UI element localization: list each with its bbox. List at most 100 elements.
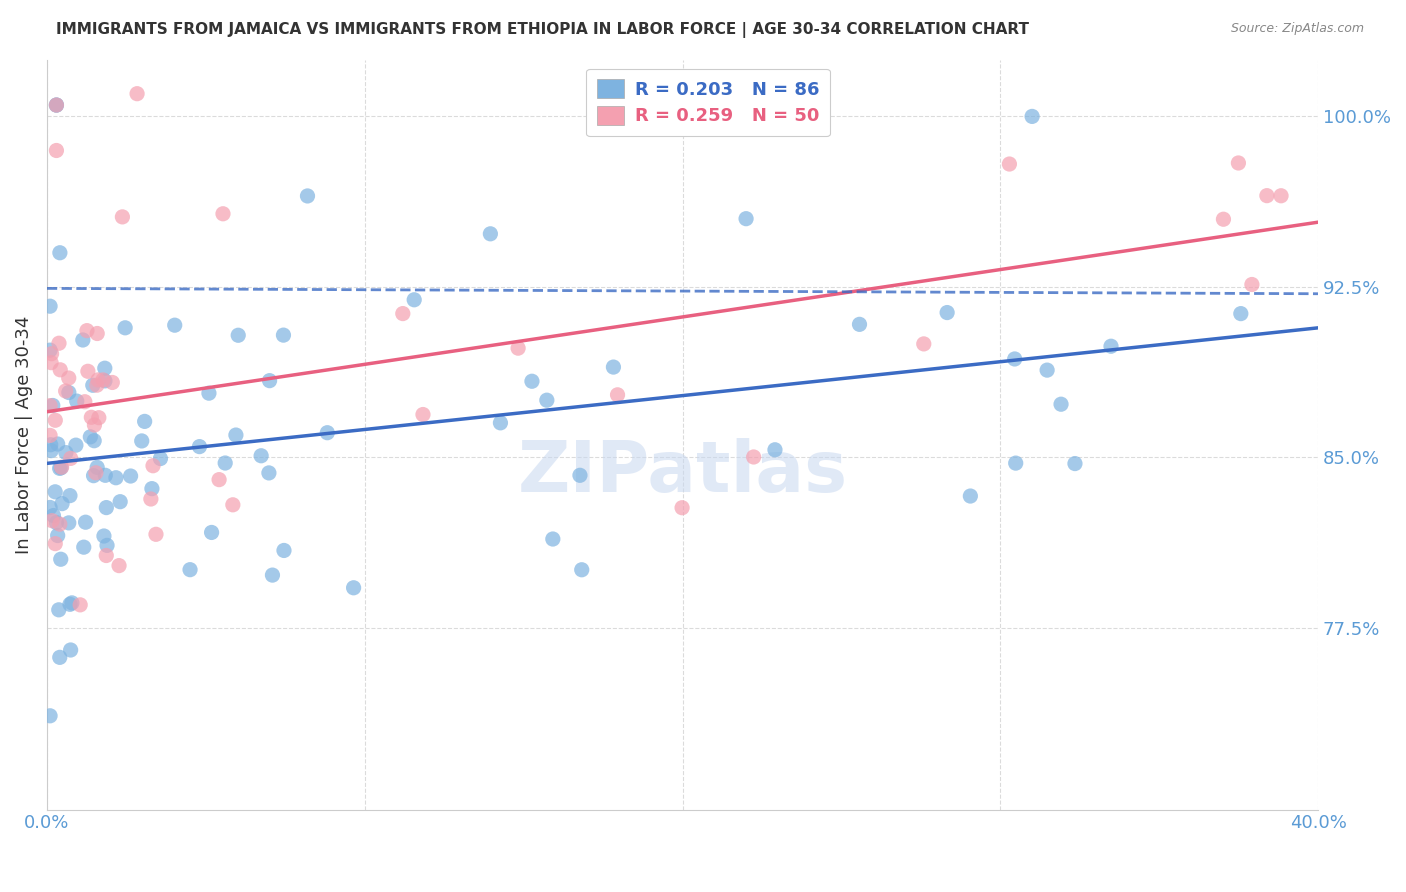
Immigrants from Jamaica — [163, 318, 186, 333]
Immigrants from Jamaica — [39, 443, 62, 458]
Immigrants from Jamaica — [48, 461, 70, 475]
Immigrants from Jamaica — [342, 581, 364, 595]
Immigrants from Jamaica — [273, 328, 295, 343]
Immigrants from Jamaica — [58, 516, 80, 530]
Immigrants from Ethiopia — [77, 364, 100, 378]
Point — [45, 144, 67, 158]
Immigrants from Ethiopia — [39, 399, 62, 413]
Immigrants from Jamaica — [86, 460, 108, 475]
Immigrants from Jamaica — [104, 471, 127, 485]
Point — [1021, 110, 1043, 124]
Immigrants from Jamaica — [49, 650, 72, 665]
Immigrants from Jamaica — [1004, 456, 1026, 470]
Point — [297, 189, 319, 203]
Immigrants from Jamaica — [568, 468, 591, 483]
Immigrants from Ethiopia — [96, 549, 118, 563]
Immigrants from Jamaica — [39, 343, 62, 358]
Immigrants from Ethiopia — [49, 517, 72, 532]
Immigrants from Jamaica — [131, 434, 153, 448]
Immigrants from Jamaica — [200, 525, 222, 540]
Immigrants from Jamaica — [79, 430, 101, 444]
Immigrants from Ethiopia — [41, 347, 63, 361]
Immigrants from Ethiopia — [48, 336, 70, 351]
Immigrants from Ethiopia — [125, 87, 148, 101]
Immigrants from Ethiopia — [412, 408, 434, 422]
Immigrants from Jamaica — [46, 528, 69, 542]
Immigrants from Ethiopia — [108, 558, 131, 573]
Immigrants from Ethiopia — [1240, 277, 1263, 292]
Immigrants from Jamaica — [39, 708, 62, 723]
Immigrants from Ethiopia — [39, 428, 62, 442]
Immigrants from Jamaica — [39, 438, 62, 452]
Immigrants from Ethiopia — [51, 460, 73, 475]
Immigrants from Jamaica — [848, 318, 870, 332]
Immigrants from Jamaica — [257, 466, 280, 480]
Immigrants from Ethiopia — [1227, 156, 1250, 170]
Immigrants from Jamaica — [250, 449, 273, 463]
Immigrants from Jamaica — [120, 469, 142, 483]
Immigrants from Jamaica — [259, 374, 281, 388]
Point — [735, 211, 758, 226]
Immigrants from Ethiopia — [84, 466, 107, 480]
Immigrants from Jamaica — [59, 597, 82, 611]
Immigrants from Jamaica — [39, 500, 62, 515]
Immigrants from Jamaica — [1099, 339, 1122, 353]
Immigrants from Jamaica — [141, 482, 163, 496]
Immigrants from Jamaica — [536, 393, 558, 408]
Immigrants from Jamaica — [83, 434, 105, 448]
Immigrants from Ethiopia — [73, 394, 96, 409]
Immigrants from Jamaica — [59, 489, 82, 503]
Immigrants from Ethiopia — [87, 373, 110, 387]
Immigrants from Jamaica — [58, 385, 80, 400]
Immigrants from Ethiopia — [83, 417, 105, 432]
Immigrants from Jamaica — [1230, 307, 1253, 321]
Immigrants from Jamaica — [479, 227, 502, 241]
Immigrants from Ethiopia — [1256, 188, 1278, 202]
Immigrants from Ethiopia — [59, 451, 82, 466]
Immigrants from Jamaica — [66, 394, 89, 409]
Immigrants from Jamaica — [42, 399, 65, 413]
Immigrants from Jamaica — [936, 305, 959, 319]
Immigrants from Jamaica — [75, 515, 97, 529]
Immigrants from Jamaica — [114, 320, 136, 334]
Immigrants from Ethiopia — [87, 410, 110, 425]
Immigrants from Ethiopia — [506, 341, 529, 355]
Point — [45, 98, 67, 112]
Immigrants from Jamaica — [48, 603, 70, 617]
Immigrants from Jamaica — [959, 489, 981, 503]
Immigrants from Jamaica — [134, 414, 156, 428]
Immigrants from Jamaica — [214, 456, 236, 470]
Immigrants from Ethiopia — [998, 157, 1021, 171]
Immigrants from Jamaica — [198, 386, 221, 401]
Immigrants from Jamaica — [541, 532, 564, 546]
Immigrants from Ethiopia — [58, 371, 80, 385]
Immigrants from Jamaica — [51, 497, 73, 511]
Immigrants from Jamaica — [226, 328, 249, 343]
Immigrants from Ethiopia — [80, 410, 103, 425]
Immigrants from Jamaica — [39, 299, 62, 313]
Immigrants from Ethiopia — [212, 207, 235, 221]
Immigrants from Jamaica — [59, 643, 82, 657]
Immigrants from Jamaica — [49, 245, 72, 260]
Text: Source: ZipAtlas.com: Source: ZipAtlas.com — [1230, 22, 1364, 36]
Immigrants from Jamaica — [96, 538, 118, 552]
Immigrants from Ethiopia — [86, 326, 108, 341]
Immigrants from Ethiopia — [606, 388, 628, 402]
Immigrants from Jamaica — [1036, 363, 1059, 377]
Immigrants from Jamaica — [93, 529, 115, 543]
Immigrants from Jamaica — [94, 374, 117, 388]
Immigrants from Jamaica — [262, 568, 284, 582]
Immigrants from Jamaica — [1050, 397, 1073, 411]
Immigrants from Ethiopia — [44, 536, 66, 550]
Immigrants from Jamaica — [49, 552, 72, 566]
Immigrants from Jamaica — [55, 445, 77, 459]
Immigrants from Jamaica — [273, 543, 295, 558]
Immigrants from Jamaica — [46, 437, 69, 451]
Immigrants from Jamaica — [1004, 351, 1026, 366]
Immigrants from Jamaica — [108, 494, 131, 508]
Immigrants from Ethiopia — [145, 527, 167, 541]
Immigrants from Jamaica — [42, 508, 65, 523]
Immigrants from Ethiopia — [742, 450, 765, 464]
Immigrants from Jamaica — [94, 468, 117, 483]
Point — [45, 98, 67, 112]
